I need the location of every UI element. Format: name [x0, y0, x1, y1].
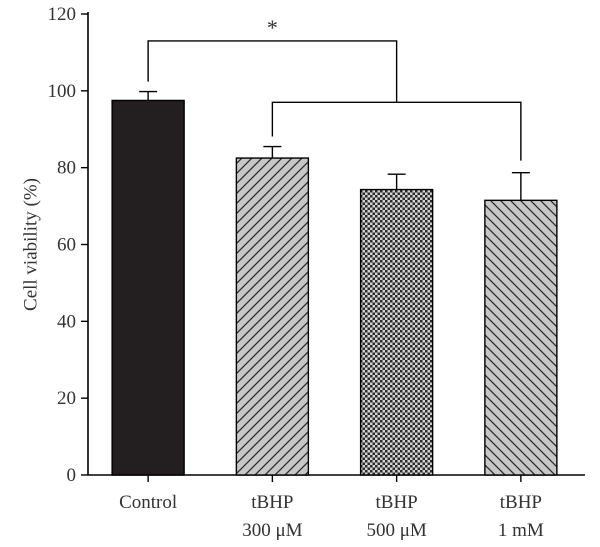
x-tick-label-line2: 500 μM	[366, 520, 426, 541]
y-axis: 0 20 40 60 80 100 120	[48, 4, 89, 486]
x-tick-label: Control	[119, 492, 177, 513]
y-tick-label: 0	[67, 465, 77, 486]
significance-annotation: *	[147, 15, 522, 161]
x-axis: Control tBHP 300 μM tBHP 500 μM tBHP 1 mM	[88, 474, 585, 541]
significance-label: *	[267, 15, 278, 40]
x-tick-label: tBHP	[251, 492, 293, 513]
x-tick-label: tBHP	[500, 492, 542, 513]
y-axis-label: Cell viability (%)	[21, 178, 42, 311]
bar	[359, 188, 434, 476]
y-tick-label: 60	[57, 235, 76, 256]
significance-bracket-inner	[271, 101, 522, 161]
y-tick-label: 40	[57, 311, 76, 332]
x-tick-label-line2: 300 μM	[242, 520, 302, 541]
bars	[111, 99, 558, 476]
error-bar	[511, 171, 530, 201]
x-tick-label-line2: 1 mM	[498, 520, 544, 541]
error-bar	[387, 173, 406, 190]
y-tick-label: 100	[48, 81, 77, 102]
y-tick-label: 80	[57, 158, 76, 179]
bar	[235, 157, 310, 476]
significance-bracket-outer	[147, 40, 398, 103]
x-tick-label: tBHP	[376, 492, 418, 513]
y-tick-label: 120	[48, 4, 77, 25]
bar	[111, 99, 185, 476]
error-bar	[139, 90, 158, 101]
y-tick-label: 20	[57, 388, 76, 409]
error-bar	[263, 145, 282, 159]
bar	[484, 199, 558, 476]
error-bars	[139, 90, 530, 201]
